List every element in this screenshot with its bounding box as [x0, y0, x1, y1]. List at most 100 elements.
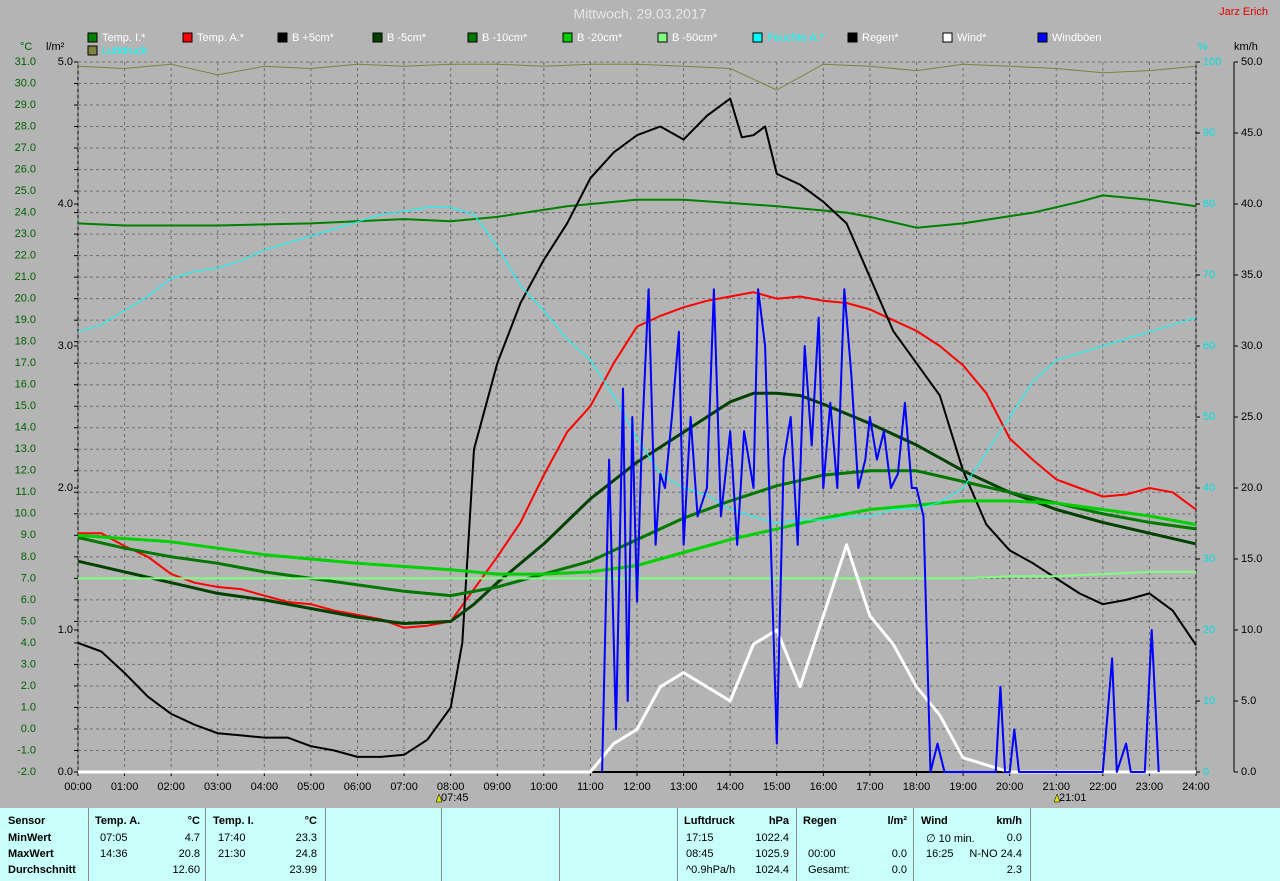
y3-tick-label: 50: [1203, 411, 1215, 423]
sun-marker: [1053, 793, 1061, 803]
y-tick-label: 31.0: [15, 56, 36, 68]
chart: Mittwoch, 29.03.2017 Jarz Erich °C l/m² …: [15, 6, 1268, 804]
legend-label: B -5cm*: [387, 32, 427, 44]
table-cell: 21:30: [218, 848, 246, 860]
y-tick-label: 10.0: [15, 508, 36, 520]
y2-axis-title: l/m²: [46, 41, 65, 53]
y-tick-label: 21.0: [15, 271, 36, 283]
y-tick-label: 15.0: [15, 400, 36, 412]
series-line: [77, 469, 1197, 598]
y4-tick-label: 30.0: [1241, 340, 1262, 352]
x-tick-label: 01:00: [111, 781, 139, 793]
y2-tick-label: 3.0: [58, 340, 73, 352]
x-tick-label: 13:00: [670, 781, 698, 793]
y4-tick-label: 20.0: [1241, 482, 1262, 494]
y-tick-label: 17.0: [15, 357, 36, 369]
table-cell: 17:40: [218, 832, 246, 844]
sun-time: 21:01: [1059, 792, 1087, 804]
table-cell: 1025.9: [755, 848, 789, 860]
y3-tick-label: 20: [1203, 624, 1215, 636]
x-tick-label: 07:00: [390, 781, 418, 793]
y4-tick-label: 25.0: [1241, 411, 1262, 423]
y-tick-label: 14.0: [15, 422, 36, 434]
stats-table: Sensor Temp. A. °C Temp. I. °C Luftdruck hPa Re…: [0, 808, 1280, 881]
legend-swatch: [847, 32, 858, 43]
y-tick-label: 4.0: [21, 637, 36, 649]
y-tick-label: 5.0: [21, 615, 36, 627]
x-tick-label: 23:00: [1136, 781, 1164, 793]
y-tick-label: 0.0: [21, 723, 36, 735]
y-tick-label: 20.0: [15, 293, 36, 305]
legend-swatch: [467, 32, 478, 43]
x-tick-label: 06:00: [344, 781, 372, 793]
y4-tick-label: 45.0: [1241, 127, 1262, 139]
table-cell: 0.0: [891, 848, 907, 860]
x-tick-label: 05:00: [297, 781, 325, 793]
y-tick-label: 26.0: [15, 163, 36, 175]
y4-axis-title: km/h: [1234, 41, 1258, 53]
legend-label: B +5cm*: [292, 32, 335, 44]
table-separator: [325, 808, 326, 881]
x-tick-label: 22:00: [1089, 781, 1117, 793]
legend-label: Wind*: [957, 32, 987, 44]
legend-label: Windböen: [1052, 32, 1102, 44]
y3-tick-label: 90: [1203, 127, 1215, 139]
series-line: [77, 63, 1197, 91]
table-cell: 23.3: [295, 832, 317, 844]
x-tick-label: 00:00: [64, 781, 92, 793]
table-cell: N-NO 24.4: [969, 848, 1022, 860]
y4-tick-label: 15.0: [1241, 553, 1262, 565]
legend-swatch: [752, 32, 763, 43]
y-tick-label: 28.0: [15, 120, 36, 132]
x-tick-label: 09:00: [483, 781, 511, 793]
table-cell: 00:00: [808, 848, 836, 860]
x-tick-label: 15:00: [763, 781, 791, 793]
table-separator: [205, 808, 206, 881]
table-cell: 23.99: [289, 864, 317, 876]
table-separator: [677, 808, 678, 881]
series-line: [77, 194, 1197, 229]
y-tick-label: -2.0: [17, 766, 36, 778]
sun-marker: [435, 793, 443, 803]
y-tick-label: 18.0: [15, 336, 36, 348]
author: Jarz Erich: [1219, 6, 1268, 18]
y-tick-label: -1.0: [17, 744, 36, 756]
x-tick-label: 16:00: [810, 781, 838, 793]
table-cell: °C: [187, 815, 200, 827]
legend-label: Feuchte A.*: [767, 32, 825, 44]
y-tick-label: 13.0: [15, 443, 36, 455]
y3-tick-label: 0: [1203, 766, 1209, 778]
y-tick-label: 25.0: [15, 185, 36, 197]
table-cell: 17:15: [686, 832, 714, 844]
y3-tick-label: 80: [1203, 198, 1215, 210]
y-tick-label: 30.0: [15, 77, 36, 89]
y3-tick-label: 10: [1203, 695, 1215, 707]
y-tick-label: 12.0: [15, 465, 36, 477]
table-separator: [913, 808, 914, 881]
table-cell: l/m²: [887, 815, 907, 827]
y3-tick-label: 60: [1203, 340, 1215, 352]
x-tick-label: 11:00: [577, 781, 604, 793]
table-cell: Regen: [803, 815, 837, 827]
table-cell: 12.60: [172, 864, 200, 876]
table-cell: 1024.4: [755, 864, 789, 876]
series-line: [77, 391, 1197, 625]
y-tick-label: 22.0: [15, 250, 36, 262]
legend-label: B -20cm*: [577, 32, 623, 44]
y4-tick-label: 0.0: [1241, 766, 1256, 778]
table-cell: ^0.9hPa/h: [686, 864, 736, 876]
x-tick-label: 20:00: [996, 781, 1024, 793]
legend-swatch: [372, 32, 383, 43]
legend-swatch: [277, 32, 288, 43]
table-separator: [1030, 808, 1031, 881]
table-separator: [88, 808, 89, 881]
table-cell: Durchschnitt: [8, 864, 76, 876]
legend-swatch: [657, 32, 668, 43]
y-tick-label: 6.0: [21, 594, 36, 606]
legend-label: Luftdruck: [102, 45, 148, 57]
y-tick-label: 23.0: [15, 228, 36, 240]
legend-label: Regen*: [862, 32, 899, 44]
x-tick-label: 08:00: [437, 781, 465, 793]
table-cell: Sensor: [8, 815, 46, 827]
